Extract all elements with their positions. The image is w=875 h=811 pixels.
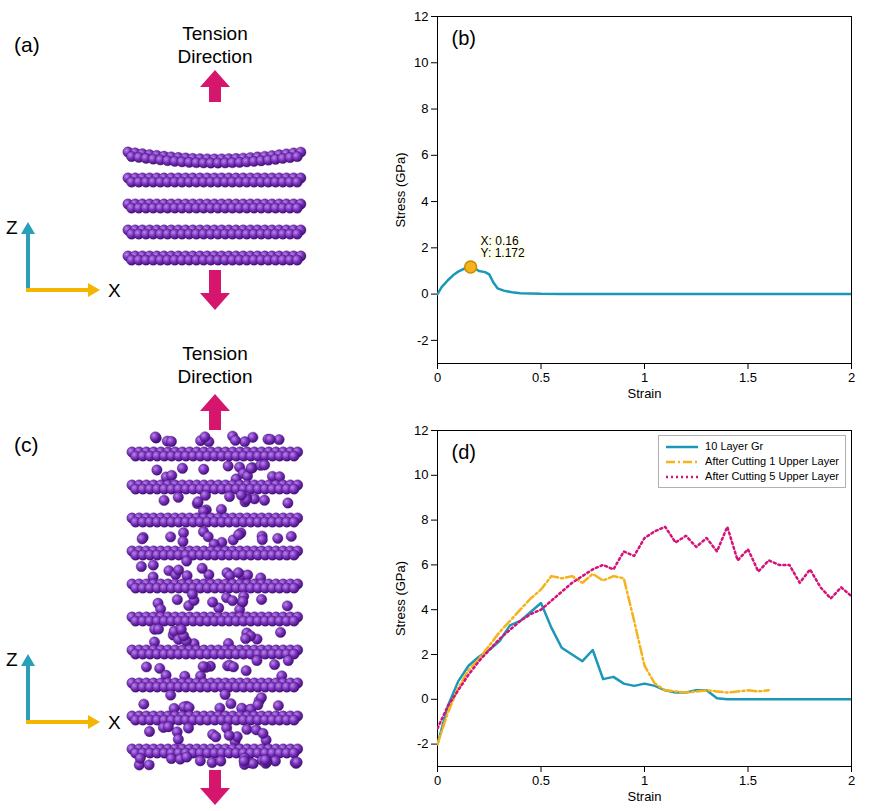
svg-text:12: 12 [414,9,428,24]
svg-text:2: 2 [421,240,428,255]
svg-text:6: 6 [421,557,428,572]
svg-text:0.5: 0.5 [532,773,550,788]
svg-text:2: 2 [421,647,428,662]
svg-text:-2: -2 [417,736,429,751]
svg-text:Direction: Direction [178,46,253,67]
svg-text:4: 4 [421,602,428,617]
svg-text:(d): (d) [452,441,476,463]
svg-text:2: 2 [848,773,855,788]
svg-text:1: 1 [641,773,648,788]
svg-text:0: 0 [434,773,441,788]
svg-text:Strain: Strain [628,386,662,401]
svg-text:Z: Z [6,649,18,670]
svg-text:0: 0 [421,286,428,301]
svg-text:10: 10 [414,55,428,70]
svg-text:2: 2 [848,370,855,385]
html-text:10 Layer Gr: 10 Layer Gr [705,440,764,452]
svg-text:X: X [108,712,121,733]
svg-text:1.5: 1.5 [739,773,757,788]
svg-text:Tension: Tension [182,343,248,364]
svg-text:4: 4 [421,194,428,209]
svg-text:Stress (GPa): Stress (GPa) [393,152,408,227]
svg-text:8: 8 [421,101,428,116]
svg-text:0: 0 [421,691,428,706]
svg-text:Z: Z [6,217,18,238]
svg-text:10: 10 [414,467,428,482]
svg-text:(a): (a) [14,33,40,56]
html-text:After Cutting 1 Upper Layer: After Cutting 1 Upper Layer [705,455,839,467]
svg-text:8: 8 [421,512,428,527]
svg-text:X: 0.16Y: 1.172: X: 0.16Y: 1.172 [481,234,525,260]
svg-text:Direction: Direction [178,366,253,387]
svg-text:X: X [108,280,121,301]
svg-text:(b): (b) [452,27,476,49]
svg-text:(c): (c) [14,433,39,456]
svg-text:0.5: 0.5 [532,370,550,385]
svg-text:1.5: 1.5 [739,370,757,385]
svg-text:Stress (GPa): Stress (GPa) [393,561,408,636]
svg-text:1: 1 [641,370,648,385]
svg-text:0: 0 [434,370,441,385]
svg-text:6: 6 [421,147,428,162]
html-text:After Cutting 5 Upper Layer: After Cutting 5 Upper Layer [705,470,839,482]
svg-text:Strain: Strain [628,789,662,804]
svg-text:-2: -2 [417,333,429,348]
svg-text:Tension: Tension [182,23,248,44]
svg-text:12: 12 [414,423,428,438]
